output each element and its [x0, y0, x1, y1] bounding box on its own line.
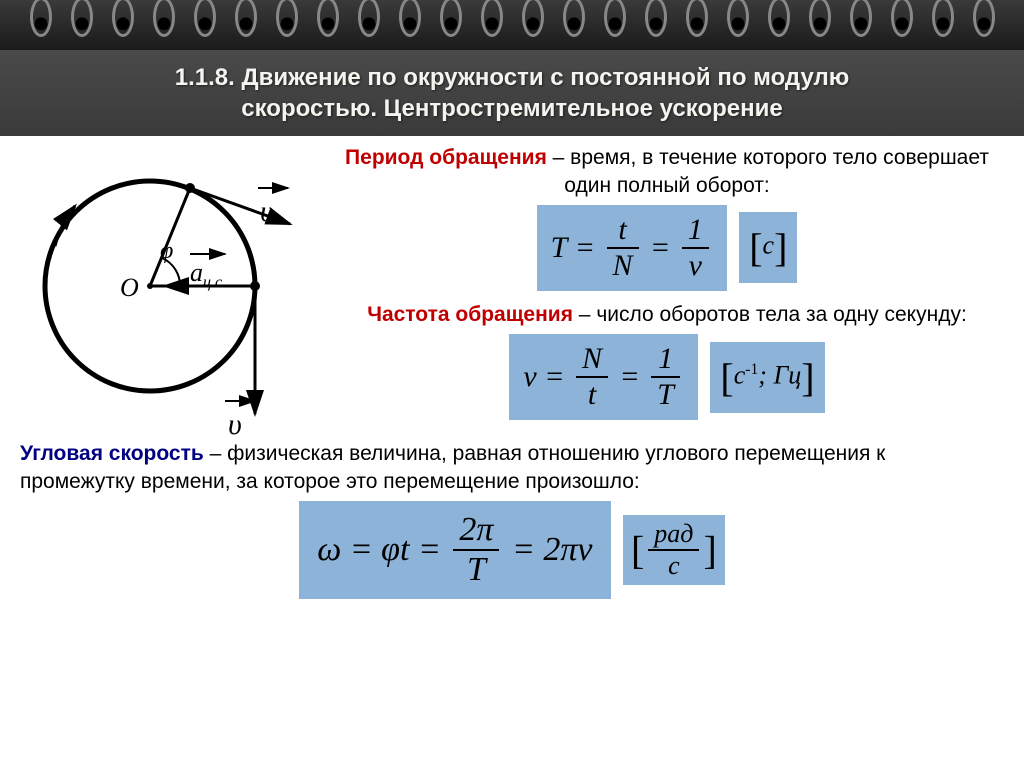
svg-text:υ: υ	[260, 195, 274, 228]
svg-text:aц.с.: aц.с.	[190, 258, 226, 291]
period-definition: Период обращения – время, в течение кото…	[330, 144, 1004, 199]
period-term: Период обращения	[345, 146, 547, 169]
circular-motion-diagram: O υ aц.с. φ υ	[30, 146, 310, 446]
slide-content: O υ aц.с. φ υ Период обращения – время, …	[0, 136, 1024, 616]
frequency-formula-row: ν = Nt = 1T [c-1; Гц]	[330, 334, 1004, 420]
svg-text:υ: υ	[228, 408, 242, 441]
frequency-term: Частота обращения	[367, 303, 573, 326]
svg-text:φ: φ	[160, 238, 173, 264]
angular-unit: [радc]	[623, 515, 725, 585]
period-formula-row: T = tN = 1ν [c]	[330, 205, 1004, 291]
frequency-formula: ν = Nt = 1T	[509, 334, 698, 420]
frequency-unit: [c-1; Гц]	[710, 342, 824, 413]
angular-definition: Угловая скорость – физическая величина, …	[20, 440, 1004, 495]
svg-text:O: O	[120, 273, 139, 302]
spiral-binding	[0, 0, 1024, 50]
angular-formula: ω = φt = 2πT = 2πν	[299, 501, 610, 599]
frequency-definition: Частота обращения – число оборотов тела …	[330, 301, 1004, 328]
frequency-def-text: – число оборотов тела за одну секунду:	[573, 303, 967, 326]
angular-formula-row: ω = φt = 2πT = 2πν [радc]	[20, 501, 1004, 599]
title-line-2: скоростью. Центростремительное ускорение	[241, 95, 782, 122]
slide-title: 1.1.8. Движение по окружности с постоянн…	[0, 50, 1024, 136]
title-line-1: 1.1.8. Движение по окружности с постоянн…	[175, 64, 849, 91]
period-formula: T = tN = 1ν	[537, 205, 727, 291]
period-unit: [c]	[739, 212, 797, 283]
period-def-text: – время, в течение которого тело соверша…	[547, 146, 989, 196]
